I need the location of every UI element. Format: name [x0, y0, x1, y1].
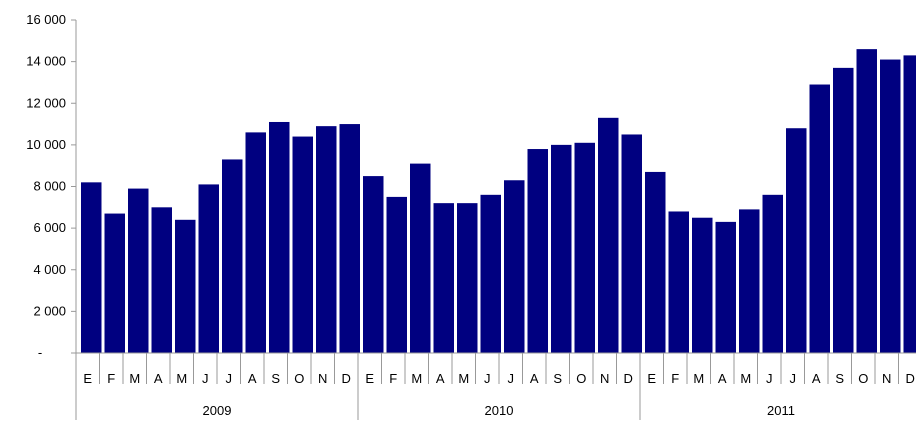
x-category-label: A [248, 371, 257, 386]
x-category-label: O [576, 371, 586, 386]
x-category-label: A [530, 371, 539, 386]
x-category-label: J [226, 371, 233, 386]
x-category-label: S [835, 371, 844, 386]
bar [786, 128, 807, 353]
x-category-label: O [294, 371, 304, 386]
x-category-label: D [624, 371, 633, 386]
bar [269, 121, 290, 353]
bar [504, 180, 525, 353]
bar [833, 67, 854, 354]
x-category-label: N [600, 371, 609, 386]
bar [198, 184, 219, 353]
x-group-label: 2009 [203, 403, 232, 418]
bar [480, 194, 501, 353]
x-category-label: N [882, 371, 891, 386]
x-category-label: J [508, 371, 515, 386]
bar [386, 196, 407, 353]
y-tick-label: - [38, 345, 42, 360]
x-category-label: D [906, 371, 915, 386]
x-category-label: J [484, 371, 491, 386]
y-axis: - 2 000 4 000 6 000 8 000 10 000 12 000 14 000 1… [26, 12, 77, 360]
x-group-label: 2011 [767, 403, 795, 418]
bar [245, 132, 266, 353]
y-tick-label: 8 000 [33, 179, 66, 194]
x-category-label: O [858, 371, 868, 386]
bar [339, 124, 360, 353]
x-category-label: M [176, 371, 187, 386]
x-category-label: A [436, 371, 445, 386]
bar [692, 217, 713, 353]
y-tick-label: 12 000 [26, 95, 66, 110]
bar [316, 126, 337, 353]
x-category-label: E [83, 371, 92, 386]
bar [645, 171, 666, 353]
x-category-label: J [202, 371, 209, 386]
x-category-label: M [693, 371, 704, 386]
x-category-label: N [318, 371, 327, 386]
bar [104, 213, 125, 353]
bar [363, 176, 384, 353]
bar [668, 211, 689, 353]
x-category-label: D [342, 371, 351, 386]
bar [598, 117, 619, 353]
x-category-label: A [718, 371, 727, 386]
y-tick-label: 16 000 [26, 12, 66, 27]
x-category-label: S [271, 371, 280, 386]
bar [903, 55, 916, 353]
x-category-label: J [766, 371, 773, 386]
bars-layer [81, 49, 916, 354]
bar [527, 149, 548, 353]
bar [856, 49, 877, 353]
bar [151, 207, 172, 353]
x-category-label: F [107, 371, 115, 386]
bar [410, 163, 431, 353]
bar [433, 203, 454, 353]
x-category-label: M [129, 371, 140, 386]
y-tick-label: 6 000 [33, 220, 66, 235]
bar [621, 134, 642, 353]
x-category-label: M [740, 371, 751, 386]
bar [762, 194, 783, 353]
x-category-label: F [671, 371, 679, 386]
bar [574, 142, 595, 353]
x-category-label: S [553, 371, 562, 386]
bar [551, 144, 572, 353]
x-category-label: A [154, 371, 163, 386]
bar [457, 203, 478, 353]
x-category-label: E [647, 371, 656, 386]
x-category-label: J [790, 371, 797, 386]
y-tick-label: 2 000 [33, 303, 66, 318]
bar [222, 159, 243, 353]
bar [809, 84, 830, 354]
bar [175, 219, 196, 353]
y-tick-label: 10 000 [26, 137, 66, 152]
x-category-label: A [812, 371, 821, 386]
bar [81, 182, 102, 353]
x-category-label: M [411, 371, 422, 386]
bar [128, 188, 149, 353]
bar [292, 136, 313, 353]
y-tick-label: 14 000 [26, 54, 66, 69]
x-category-label: M [458, 371, 469, 386]
x-group-label: 2010 [485, 403, 514, 418]
x-category-label: F [389, 371, 397, 386]
bar [880, 59, 901, 353]
x-category-label: E [365, 371, 374, 386]
bar [739, 209, 760, 353]
y-tick-label: 4 000 [33, 262, 66, 277]
bar [715, 221, 736, 353]
